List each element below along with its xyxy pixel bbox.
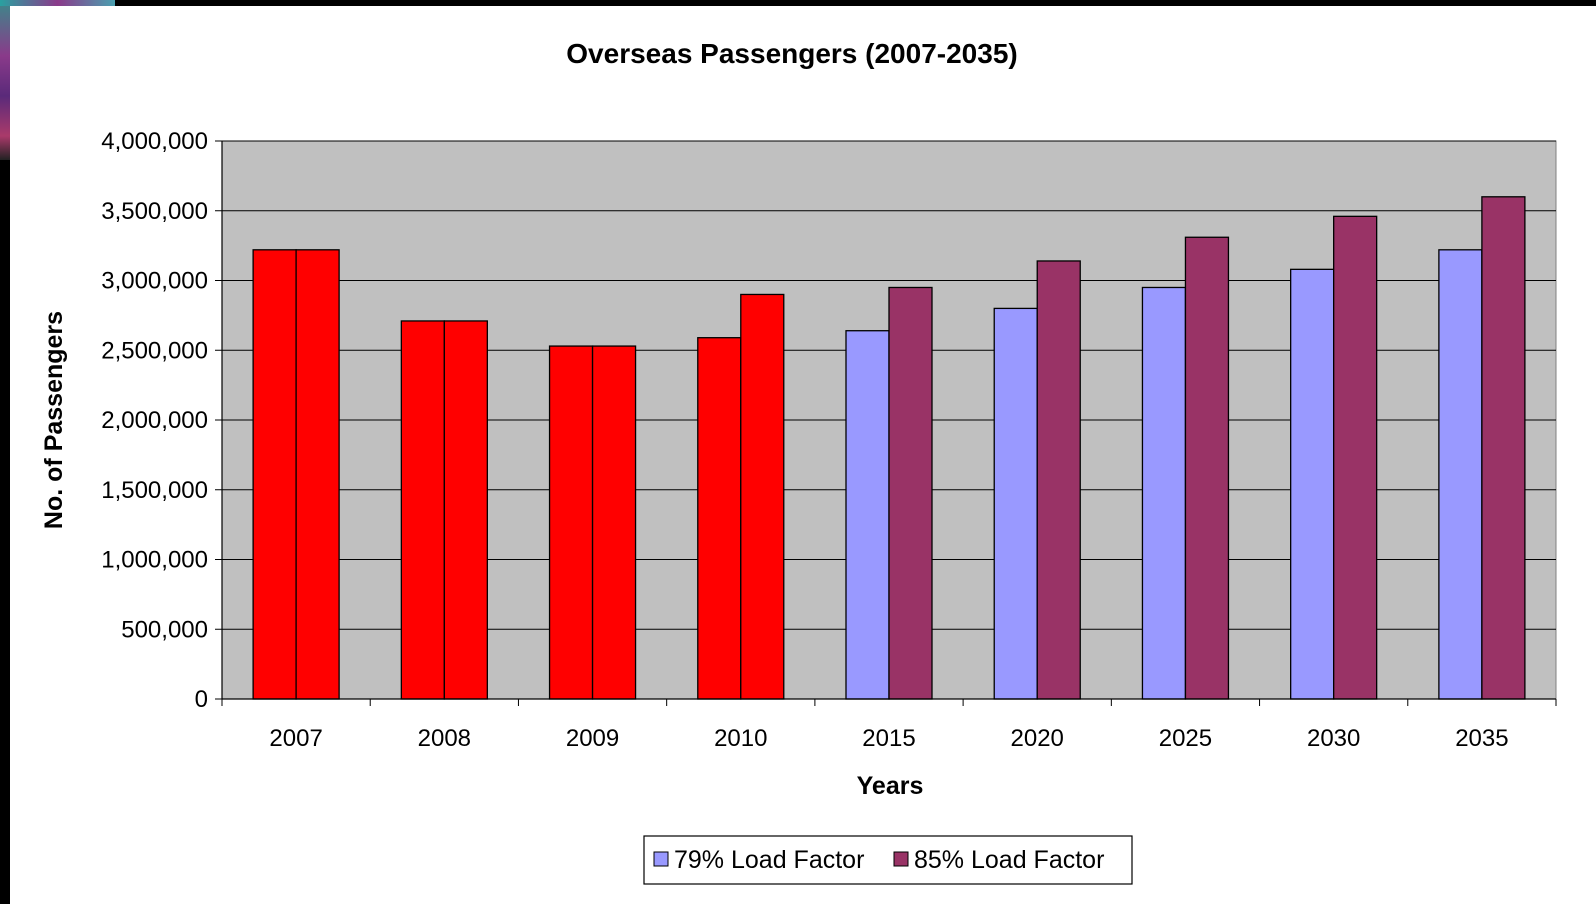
x-tick-label: 2007 bbox=[269, 725, 322, 752]
bar-2008-85 bbox=[443, 320, 488, 700]
desktop-background-top-strip bbox=[0, 0, 115, 6]
y-tick-label: 3,000,000 bbox=[101, 268, 208, 295]
x-tick-label: 2030 bbox=[1307, 725, 1360, 752]
bar-2007-85 bbox=[295, 249, 340, 700]
bar-2020-79 bbox=[993, 307, 1038, 700]
bar-2025-85 bbox=[1184, 236, 1230, 700]
x-tick-label: 2020 bbox=[1011, 725, 1064, 752]
x-tick-label: 2035 bbox=[1455, 725, 1508, 752]
legend-swatch-79-load-factor bbox=[653, 851, 669, 867]
legend: 79% Load Factor 85% Load Factor bbox=[643, 835, 1133, 885]
y-tick-label: 0 bbox=[195, 686, 208, 713]
y-tick-label: 500,000 bbox=[121, 616, 208, 643]
y-tick-label: 1,000,000 bbox=[101, 547, 208, 574]
y-tick-label: 3,500,000 bbox=[101, 198, 208, 225]
legend-label-85-load-factor: 85% Load Factor bbox=[914, 846, 1104, 874]
y-tick-label: 1,500,000 bbox=[101, 477, 208, 504]
bar-2030-85 bbox=[1333, 215, 1378, 700]
legend-label-79-load-factor: 79% Load Factor bbox=[674, 846, 864, 874]
bar-2020-85 bbox=[1036, 260, 1081, 700]
legend-swatch-85-load-factor bbox=[893, 851, 909, 867]
x-tick-label: 2009 bbox=[566, 725, 619, 752]
y-tick-label: 2,500,000 bbox=[101, 337, 208, 364]
bar-2035-85 bbox=[1481, 196, 1526, 700]
bar-2009-79 bbox=[548, 345, 594, 700]
bar-2008-79 bbox=[400, 320, 445, 700]
x-axis-title: Years bbox=[857, 772, 924, 800]
desktop-background-strip bbox=[0, 0, 12, 160]
bar-2035-79 bbox=[1438, 249, 1483, 700]
bar-2010-85 bbox=[740, 293, 785, 700]
axes: 0 500,000 1,000,000 1,500,000 2,000,000 2,500… bbox=[101, 128, 1557, 752]
bar-2025-79 bbox=[1141, 286, 1187, 700]
y-axis-title: No. of Passengers bbox=[40, 311, 68, 529]
bar-2015-85 bbox=[888, 286, 933, 700]
legend-box bbox=[643, 835, 1133, 885]
bar-2007-79 bbox=[252, 249, 297, 700]
y-tick-label: 2,000,000 bbox=[101, 407, 208, 434]
bar-2009-85 bbox=[591, 345, 637, 700]
chart: Overseas Passengers (2007-2035) 0 500,000… bbox=[40, 38, 1557, 885]
chart-title: Overseas Passengers (2007-2035) bbox=[566, 38, 1017, 69]
bar-2015-79 bbox=[845, 330, 890, 700]
y-tick-label: 4,000,000 bbox=[101, 128, 208, 155]
x-tick-label: 2010 bbox=[714, 725, 767, 752]
x-tick-label: 2025 bbox=[1159, 725, 1212, 752]
bar-2010-79 bbox=[697, 337, 742, 700]
x-tick-label: 2015 bbox=[862, 725, 915, 752]
x-tick-label: 2008 bbox=[418, 725, 471, 752]
bar-2030-79 bbox=[1290, 268, 1335, 700]
chart-area: Overseas Passengers (2007-2035) 0 500,000… bbox=[10, 6, 1596, 904]
